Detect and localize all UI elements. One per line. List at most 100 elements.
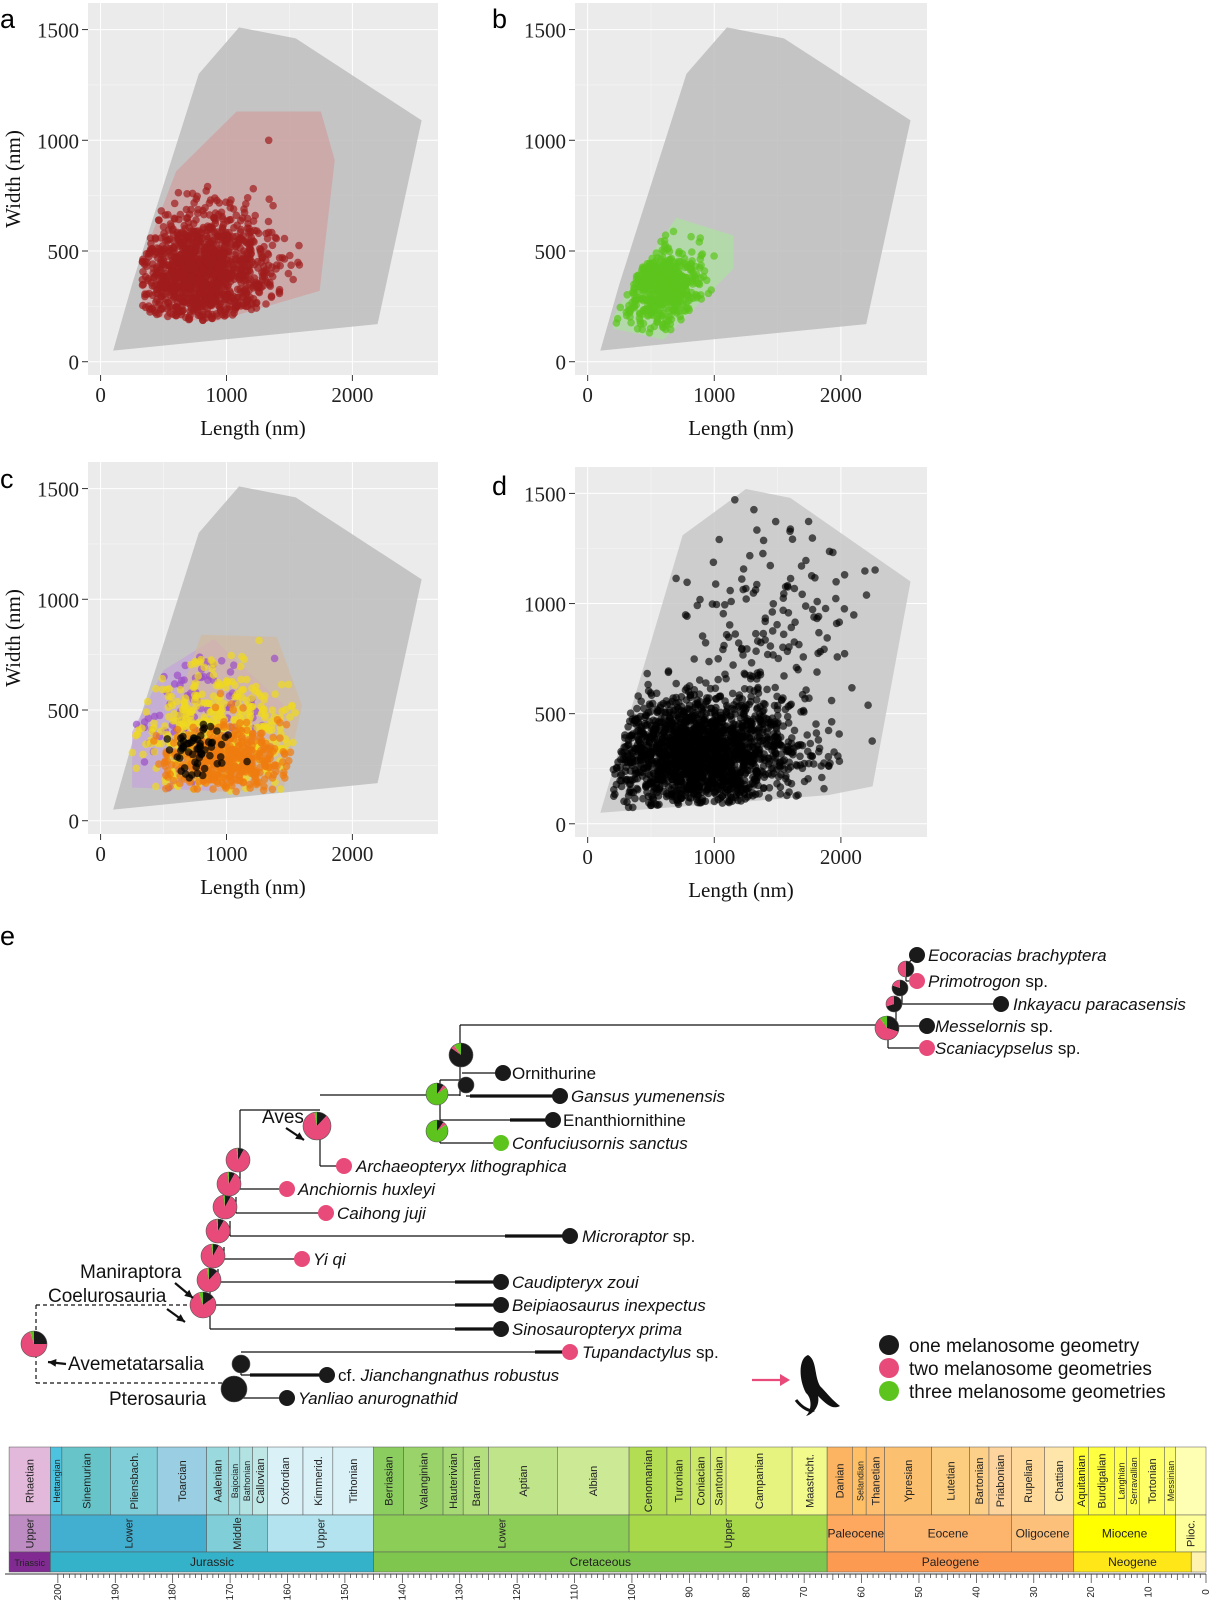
- tip-node: [562, 1228, 578, 1244]
- panel-label: a: [0, 4, 16, 34]
- data-point: [758, 754, 766, 763]
- x-tick-label: 2000: [820, 383, 862, 407]
- data-point: [197, 655, 205, 664]
- data-point: [198, 690, 206, 699]
- taxon-label: Sinosauropteryx prima: [512, 1320, 682, 1339]
- taxon-name: Yi qi: [313, 1250, 347, 1269]
- data-point: [262, 300, 270, 308]
- data-point: [269, 201, 277, 210]
- data-point: [728, 769, 737, 777]
- clade-label: Aves: [262, 1107, 304, 1128]
- data-point: [678, 300, 687, 309]
- data-point: [200, 724, 208, 732]
- data-point: [246, 784, 254, 792]
- data-point: [249, 729, 257, 738]
- tip-node: [993, 996, 1009, 1012]
- data-point: [227, 215, 235, 224]
- data-point: [674, 755, 683, 764]
- data-point: [181, 224, 189, 233]
- data-point: [665, 247, 674, 256]
- taxon-suffix: sp.: [1021, 972, 1048, 991]
- data-point: [660, 293, 669, 301]
- data-point: [227, 196, 235, 204]
- pie-outline: [196, 1267, 222, 1293]
- data-point: [719, 737, 728, 746]
- data-point: [164, 312, 172, 321]
- data-point: [619, 755, 627, 763]
- data-point: [766, 642, 775, 650]
- data-point: [752, 629, 760, 638]
- data-point: [717, 728, 725, 737]
- data-point: [271, 690, 279, 698]
- data-point: [179, 743, 188, 752]
- data-point: [218, 259, 226, 268]
- data-point: [227, 700, 236, 708]
- data-point: [727, 725, 735, 734]
- data-point: [185, 774, 194, 782]
- data-point: [277, 680, 286, 689]
- data-point: [747, 692, 755, 701]
- data-point: [243, 757, 251, 766]
- taxon-label: Messelornis sp.: [935, 1017, 1053, 1036]
- data-point: [687, 232, 695, 241]
- data-point: [653, 318, 662, 326]
- data-point: [248, 769, 257, 778]
- data-point: [743, 645, 751, 653]
- data-point: [719, 645, 727, 654]
- data-point: [749, 589, 758, 597]
- data-point: [693, 754, 701, 763]
- data-point: [286, 713, 294, 721]
- data-point: [220, 723, 228, 731]
- data-point: [272, 767, 280, 776]
- data-point: [184, 719, 192, 727]
- data-point: [761, 617, 769, 626]
- data-point: [633, 704, 641, 713]
- data-point: [624, 792, 633, 800]
- data-point: [209, 671, 218, 679]
- data-point: [697, 261, 705, 270]
- data-point: [772, 749, 780, 757]
- pie-slice: [898, 961, 906, 977]
- pie-node: [874, 1015, 900, 1041]
- data-point: [690, 655, 698, 663]
- pie-slice: [213, 1244, 219, 1256]
- data-point: [151, 271, 160, 280]
- data-point: [138, 281, 147, 289]
- data-point: [708, 757, 716, 766]
- y-axis-label: Width (nm): [1, 589, 25, 687]
- x-tick-label: 1000: [693, 383, 735, 407]
- y-tick-label: 1500: [524, 482, 566, 506]
- pie-slice: [426, 1083, 449, 1106]
- data-point: [740, 685, 749, 693]
- tip-node: [552, 1088, 568, 1104]
- data-point: [649, 760, 658, 768]
- data-point: [187, 276, 196, 284]
- data-point: [247, 249, 255, 258]
- data-point: [187, 205, 195, 214]
- data-point: [176, 685, 185, 694]
- data-point: [646, 259, 654, 267]
- data-point: [753, 526, 761, 534]
- taxon-label: Archaeopteryx lithographica: [355, 1157, 567, 1176]
- data-point: [716, 767, 725, 776]
- y-tick-label: 1500: [524, 19, 566, 43]
- data-point: [642, 781, 651, 790]
- data-point: [676, 292, 685, 300]
- y-tick-label: 0: [556, 813, 567, 837]
- data-point: [798, 590, 806, 599]
- data-point: [187, 227, 196, 235]
- pie-slice: [209, 1268, 218, 1280]
- data-point: [188, 750, 197, 759]
- taxon-name: Confuciusornis sanctus: [512, 1134, 688, 1153]
- data-point: [242, 718, 251, 727]
- data-point: [633, 784, 641, 793]
- pie-node: [216, 1171, 242, 1197]
- data-point: [808, 534, 817, 542]
- pie-slice: [198, 1292, 203, 1305]
- data-point: [699, 759, 707, 767]
- data-point: [289, 275, 298, 284]
- data-point: [705, 657, 713, 666]
- tip-node: [919, 1040, 935, 1056]
- data-point: [167, 222, 175, 230]
- x-tick-label: 0: [582, 383, 593, 407]
